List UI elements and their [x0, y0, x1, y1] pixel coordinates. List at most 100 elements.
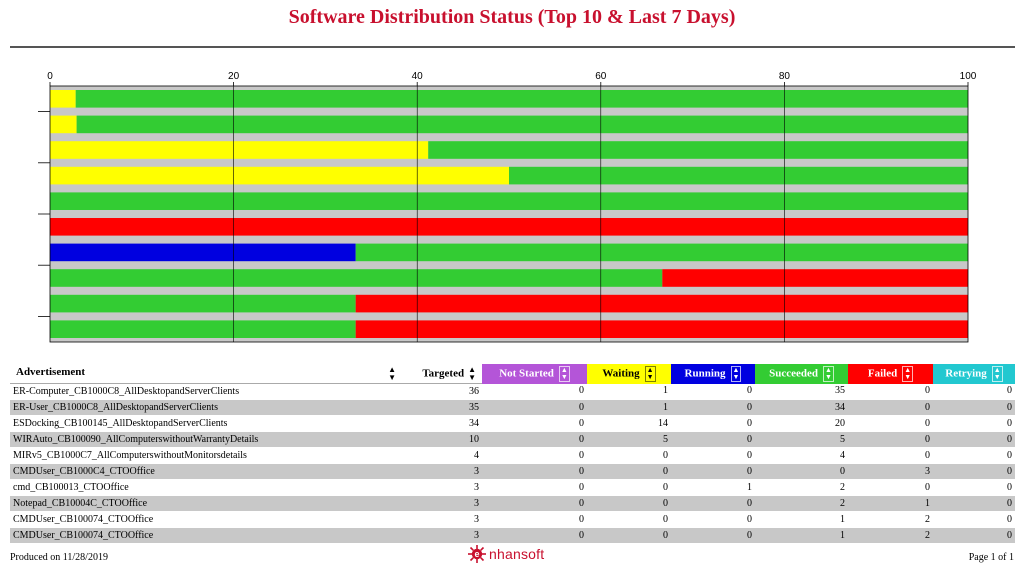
cell-failed: 2 — [848, 527, 933, 544]
bar-failed-8 — [662, 269, 968, 287]
cell-waiting: 0 — [587, 447, 671, 464]
header-retrying[interactable]: Retrying ▲ ▼ — [933, 364, 1015, 384]
cell-running: 0 — [671, 399, 755, 416]
cell-waiting: 5 — [587, 431, 671, 448]
cell-failed: 2 — [848, 511, 933, 528]
cell-retrying: 0 — [933, 383, 1015, 400]
report-title: Software Distribution Status (Top 10 & L… — [288, 6, 736, 28]
cell-succeeded: 2 — [755, 495, 848, 512]
cell-succeeded: 1 — [755, 511, 848, 528]
cell-targeted: 10 — [402, 431, 482, 448]
cell-advertisement: CMDUser_CB1000C4_CTOOffice — [10, 463, 402, 480]
bar-succeeded-10 — [50, 320, 356, 338]
bar-succeeded-7 — [355, 243, 969, 262]
table-header-row: Advertisement ▲ ▼ Targeted ▲ ▼ Not Started ▲ ▼… — [10, 364, 1015, 384]
bar-succeeded-9 — [50, 294, 356, 313]
cell-waiting: 1 — [587, 383, 671, 400]
header-failed[interactable]: Failed ▲ ▼ — [848, 364, 933, 384]
cell-targeted: 3 — [402, 479, 482, 496]
cell-not-started: 0 — [482, 463, 587, 480]
cell-failed: 0 — [848, 479, 933, 496]
cell-running: 0 — [671, 383, 755, 400]
cell-waiting: 0 — [587, 511, 671, 528]
header-waiting[interactable]: Waiting ▲ ▼ — [587, 364, 671, 384]
table-row: WIRAuto_CB100090_AllComputerswithoutWarr… — [10, 431, 1015, 448]
x-tick-label: 100 — [960, 71, 977, 82]
header-not-started[interactable]: Not Started ▲ ▼ — [482, 364, 587, 384]
enhansoft-logo-icon: e — [468, 545, 486, 563]
cell-targeted: 36 — [402, 383, 482, 400]
bar-succeeded-3 — [428, 141, 968, 159]
table-row: CMDUser_CB1000C4_CTOOffice 3 0 0 0 0 3 0 — [10, 463, 1015, 480]
cell-waiting: 0 — [587, 463, 671, 480]
cell-running: 1 — [671, 479, 755, 496]
cell-retrying: 0 — [933, 447, 1015, 464]
cell-advertisement: WIRAuto_CB100090_AllComputerswithoutWarr… — [10, 431, 402, 448]
sort-icon[interactable]: ▲ ▼ — [730, 365, 742, 382]
sort-icon[interactable]: ▲ ▼ — [991, 365, 1003, 382]
table-row: CMDUser_CB100074_CTOOffice 3 0 0 0 1 2 0 — [10, 511, 1015, 528]
cell-succeeded: 34 — [755, 399, 848, 416]
sort-icon[interactable]: ▲ ▼ — [902, 365, 914, 382]
cell-failed: 0 — [848, 399, 933, 416]
x-tick-label: 60 — [595, 71, 607, 82]
cell-succeeded: 1 — [755, 527, 848, 544]
cell-targeted: 3 — [402, 527, 482, 544]
cell-running: 0 — [671, 463, 755, 480]
table-row: ESDocking_CB100145_AllDesktopandServerCl… — [10, 415, 1015, 432]
cell-running: 0 — [671, 415, 755, 432]
cell-advertisement: CMDUser_CB100074_CTOOffice — [10, 527, 402, 544]
cell-failed: 0 — [848, 447, 933, 464]
distribution-chart: 0 20 40 60 80 100 — [38, 71, 977, 343]
bar-succeeded-5 — [50, 192, 968, 210]
table-row: ER-User_CB1000C8_AllDesktopandServerClie… — [10, 399, 1015, 416]
sort-icon[interactable]: ▲ ▼ — [822, 365, 834, 382]
sort-icon[interactable]: ▲ ▼ — [468, 364, 476, 382]
cell-waiting: 0 — [587, 479, 671, 496]
bar-waiting-2 — [50, 115, 77, 134]
header-running[interactable]: Running ▲ ▼ — [671, 364, 755, 384]
header-advertisement[interactable]: Advertisement ▲ ▼ — [10, 364, 402, 384]
sort-icon[interactable]: ▲ ▼ — [558, 365, 570, 382]
cell-not-started: 0 — [482, 527, 587, 544]
x-tick-label: 0 — [47, 71, 53, 82]
page-number: Page 1 of 1 — [968, 552, 1014, 563]
cell-retrying: 0 — [933, 511, 1015, 528]
svg-text:e: e — [474, 549, 479, 559]
bar-failed-9 — [355, 294, 969, 313]
cell-failed: 3 — [848, 463, 933, 480]
cell-succeeded: 0 — [755, 463, 848, 480]
title-divider — [10, 46, 1015, 48]
header-targeted[interactable]: Targeted ▲ ▼ — [402, 364, 482, 384]
cell-failed: 0 — [848, 415, 933, 432]
cell-retrying: 0 — [933, 527, 1015, 544]
cell-succeeded: 2 — [755, 479, 848, 496]
bar-failed-6 — [50, 218, 968, 236]
cell-targeted: 35 — [402, 399, 482, 416]
cell-not-started: 0 — [482, 431, 587, 448]
cell-running: 0 — [671, 527, 755, 544]
cell-retrying: 0 — [933, 415, 1015, 432]
cell-not-started: 0 — [482, 415, 587, 432]
table-row: ER-Computer_CB1000C8_AllDesktopandServer… — [10, 383, 1015, 400]
cell-running: 0 — [671, 511, 755, 528]
bar-succeeded-4 — [509, 166, 968, 185]
logo-text: nhansoft — [489, 546, 545, 562]
cell-targeted: 3 — [402, 495, 482, 512]
header-succeeded[interactable]: Succeeded ▲ ▼ — [755, 364, 848, 384]
cell-failed: 0 — [848, 431, 933, 448]
sort-icon[interactable]: ▲ ▼ — [388, 364, 396, 382]
cell-advertisement: ER-Computer_CB1000C8_AllDesktopandServer… — [10, 383, 402, 400]
cell-not-started: 0 — [482, 383, 587, 400]
cell-advertisement: ESDocking_CB100145_AllDesktopandServerCl… — [10, 415, 402, 432]
cell-advertisement: cmd_CB100013_CTOOffice — [10, 479, 402, 496]
bar-waiting-4 — [50, 166, 509, 185]
cell-retrying: 0 — [933, 399, 1015, 416]
produced-on: Produced on 11/28/2019 — [10, 552, 108, 563]
table-row: MIRv5_CB1000C7_AllComputerswithoutMonito… — [10, 447, 1015, 464]
sort-icon[interactable]: ▲ ▼ — [644, 365, 656, 382]
bar-waiting-3 — [50, 141, 429, 159]
cell-running: 0 — [671, 447, 755, 464]
cell-succeeded: 5 — [755, 431, 848, 448]
cell-running: 0 — [671, 495, 755, 512]
